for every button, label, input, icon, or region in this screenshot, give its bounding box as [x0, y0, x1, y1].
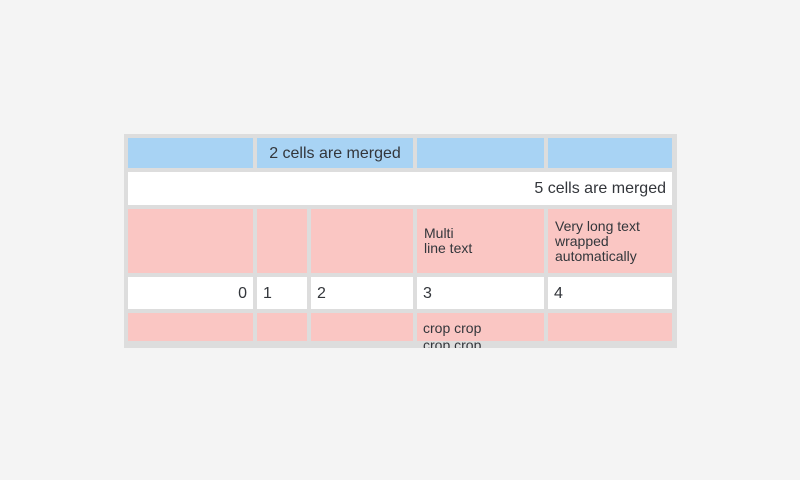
table-cell-r4c4[interactable] [548, 313, 672, 341]
cropped-text: crop crop crop crop [423, 320, 482, 348]
table-cell-r4c2[interactable] [311, 313, 413, 341]
table-cell-r2c0[interactable] [128, 209, 253, 273]
table-widget: 2 cells are merged 5 cells are merged Mu… [124, 134, 677, 348]
table-cell-r0c4[interactable] [548, 138, 672, 168]
table-cell-r2c1[interactable] [257, 209, 307, 273]
table-cell-r2c3-multiline[interactable]: Multi line text [417, 209, 544, 273]
table-cell-r0c0[interactable] [128, 138, 253, 168]
table-cell-r3c0[interactable]: 0 [128, 277, 253, 309]
table-cell-r3c2[interactable]: 2 [311, 277, 413, 309]
table-cell-r4c3-cropped-text[interactable]: crop crop crop crop [417, 313, 544, 348]
table-cell-r2c4-wrapped[interactable]: Very long text wrapped automatically [548, 209, 672, 273]
table-cell-r3c4[interactable]: 4 [548, 277, 672, 309]
table-cell-r0c3[interactable] [417, 138, 544, 168]
table-cell-r4c1[interactable] [257, 313, 307, 341]
table-cell-r2c2[interactable] [311, 209, 413, 273]
table-cell-r3c3[interactable]: 3 [417, 277, 544, 309]
table-cell-r1-merged-5[interactable]: 5 cells are merged [128, 172, 672, 205]
table-cell-r3c1[interactable]: 1 [257, 277, 307, 309]
table-cell-r4c0[interactable] [128, 313, 253, 341]
table-cell-r0c1-merged-2[interactable]: 2 cells are merged [257, 138, 413, 168]
